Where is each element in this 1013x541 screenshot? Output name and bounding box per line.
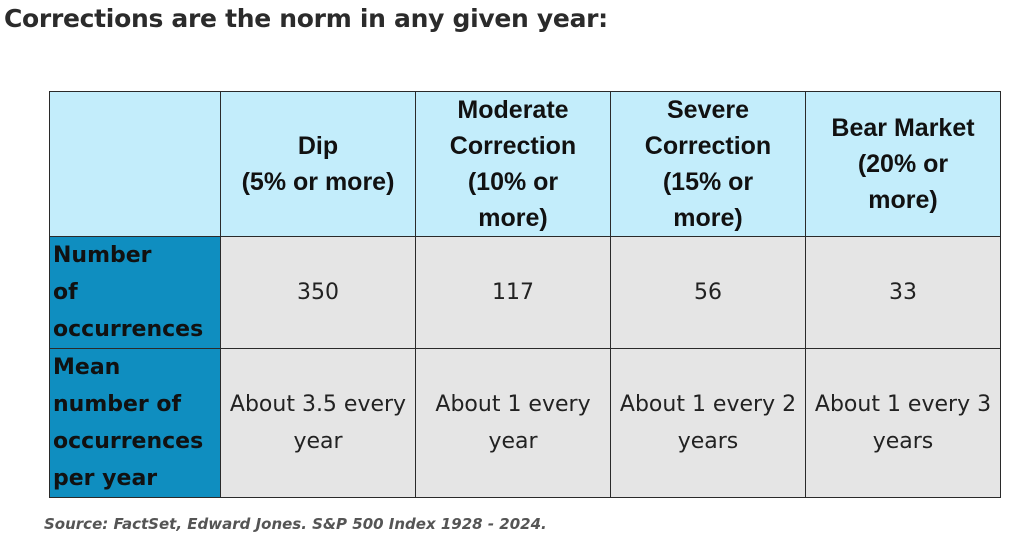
- row-label-number-of-occurrences: Number of occurrences: [49, 236, 221, 349]
- table-cell: 350: [220, 236, 416, 349]
- cell-value: About 3.5 every year: [229, 392, 407, 454]
- corrections-table: Dip (5% or more) Moderate Correction (10…: [49, 91, 1001, 498]
- column-header-severe-correction: Severe Correction (15% or more): [610, 91, 806, 237]
- cell-value: 56: [694, 280, 722, 305]
- column-header-dip: Dip (5% or more): [220, 91, 416, 237]
- column-header-label: Severe Correction (15% or more): [644, 96, 772, 232]
- column-header-label: Moderate Correction (10% or more): [449, 96, 577, 232]
- page-heading: Corrections are the norm in any given ye…: [4, 4, 608, 33]
- table-cell: 117: [415, 236, 611, 349]
- column-header-label: Dip (5% or more): [241, 132, 395, 196]
- cell-value: 350: [297, 280, 339, 305]
- cell-value: 33: [889, 280, 917, 305]
- cell-value: About 1 every 2 years: [619, 392, 797, 454]
- table-row: Mean number of occurrences per year Abou…: [49, 348, 1001, 498]
- cell-value: 117: [492, 280, 534, 305]
- table-cell: 56: [610, 236, 806, 349]
- table-cell: About 1 every 3 years: [805, 348, 1001, 498]
- table-header-row: Dip (5% or more) Moderate Correction (10…: [49, 91, 1001, 237]
- cell-value: About 1 every year: [435, 392, 591, 454]
- table-corner-cell: [49, 91, 221, 237]
- table-cell: About 3.5 every year: [220, 348, 416, 498]
- column-header-bear-market: Bear Market (20% or more): [805, 91, 1001, 237]
- source-note: Source: FactSet, Edward Jones. S&P 500 I…: [44, 515, 547, 533]
- row-label-mean-occurrences-per-year: Mean number of occurrences per year: [49, 348, 221, 498]
- cell-value: About 1 every 3 years: [814, 392, 992, 454]
- table-cell: About 1 every 2 years: [610, 348, 806, 498]
- table-cell: 33: [805, 236, 1001, 349]
- column-header-label: Bear Market (20% or more): [831, 114, 975, 214]
- column-header-moderate-correction: Moderate Correction (10% or more): [415, 91, 611, 237]
- table-row: Number of occurrences 350 117 56 33: [49, 236, 1001, 349]
- table-cell: About 1 every year: [415, 348, 611, 498]
